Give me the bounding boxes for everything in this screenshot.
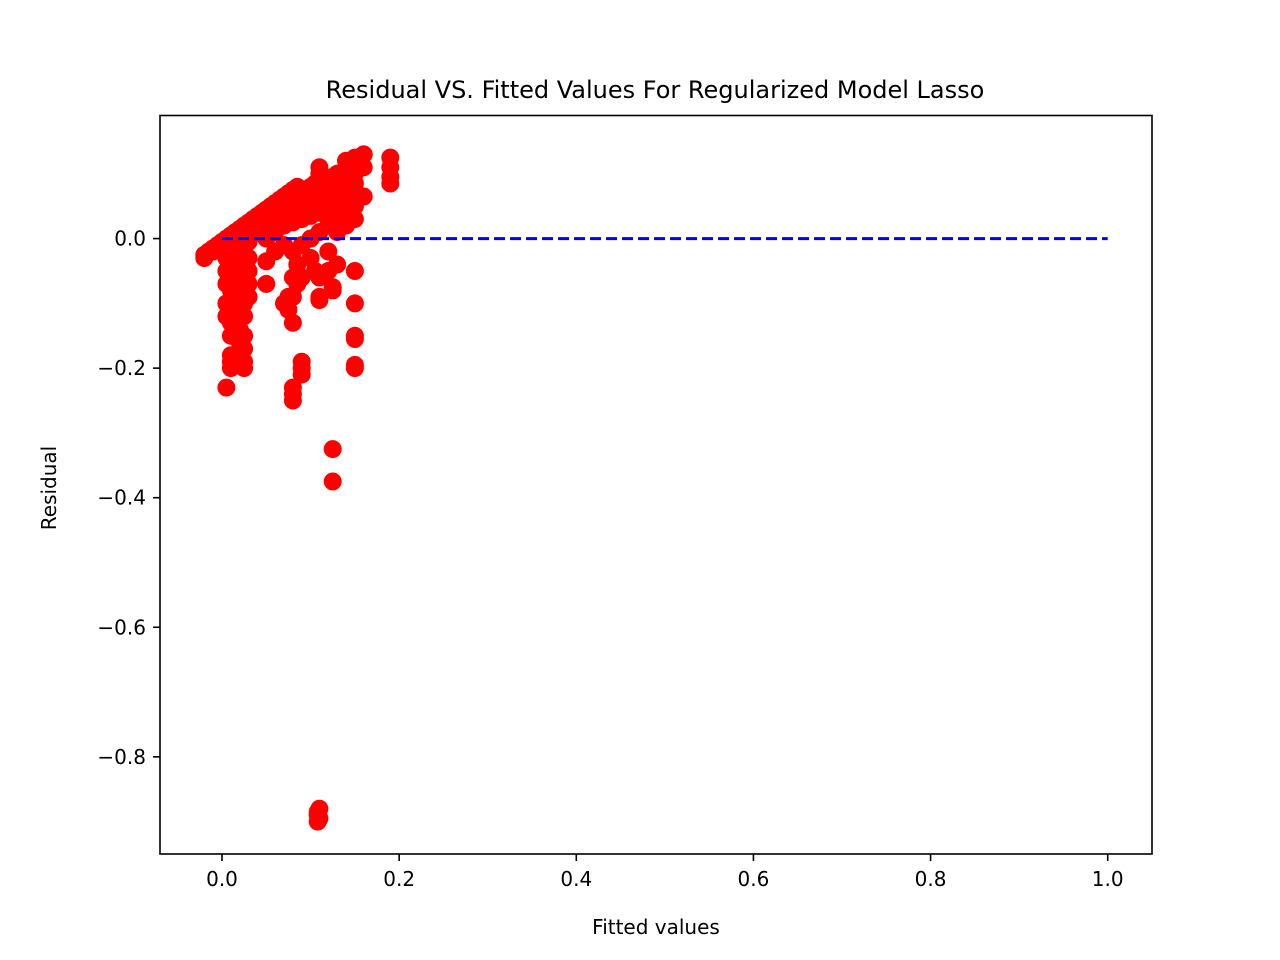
- x-axis: 0.0 0.2 0.4 0.6 0.8 1.0: [206, 854, 1124, 891]
- scatter-point: [345, 294, 364, 313]
- scatter-point: [323, 278, 342, 297]
- scatter-point: [292, 203, 311, 222]
- scatter-point: [345, 262, 364, 280]
- chart-title: Residual VS. Fitted Values For Regulariz…: [326, 76, 985, 104]
- scatter-point: [235, 359, 254, 378]
- y-axis: 0.0 −0.2 −0.4 −0.6 −0.8: [97, 227, 160, 769]
- points-layer: [195, 145, 400, 831]
- scatter-point: [310, 158, 329, 177]
- x-tick-label: 0.2: [383, 867, 415, 891]
- scatter-point: [283, 391, 302, 410]
- scatter-point: [239, 249, 258, 267]
- scatter-point: [235, 339, 254, 358]
- x-tick-label: 0.4: [560, 867, 592, 891]
- scatter-point: [328, 255, 347, 274]
- x-tick-label: 0.8: [915, 867, 947, 891]
- scatter-point: [310, 799, 329, 818]
- scatter-point: [310, 291, 329, 310]
- y-axis-label: Residual: [37, 446, 61, 530]
- scatter-point: [292, 268, 311, 287]
- scatter-point: [239, 262, 258, 280]
- scatter-point: [323, 472, 342, 491]
- scatter-point: [239, 287, 258, 306]
- y-tick-label: −0.6: [97, 615, 146, 639]
- scatter-point: [239, 274, 258, 293]
- scatter-point: [266, 242, 285, 261]
- x-axis-label: Fitted values: [592, 915, 720, 939]
- x-tick-label: 0.0: [206, 867, 238, 891]
- scatter-point: [217, 378, 236, 397]
- scatter-point: [292, 365, 311, 384]
- scatter-point: [345, 359, 364, 378]
- y-tick-label: −0.2: [97, 356, 146, 380]
- scatter-point: [354, 145, 373, 164]
- scatter-point: [345, 197, 364, 216]
- scatter-point: [345, 330, 364, 348]
- scatter-point: [328, 223, 347, 242]
- scatter-point: [235, 307, 254, 326]
- plot-area: [159, 114, 1153, 855]
- scatter-point: [257, 274, 276, 293]
- x-tick-label: 0.6: [738, 867, 770, 891]
- y-tick-label: 0.0: [114, 227, 146, 251]
- scatter-point: [323, 440, 342, 459]
- y-tick-label: −0.4: [97, 486, 146, 510]
- scatter-point: [319, 242, 338, 261]
- scatter-point: [283, 313, 302, 332]
- scatter-point: [319, 177, 338, 196]
- scatter-point: [381, 174, 400, 193]
- x-tick-label: 1.0: [1092, 867, 1124, 891]
- y-tick-label: −0.8: [97, 745, 146, 769]
- scatter-point: [235, 326, 254, 345]
